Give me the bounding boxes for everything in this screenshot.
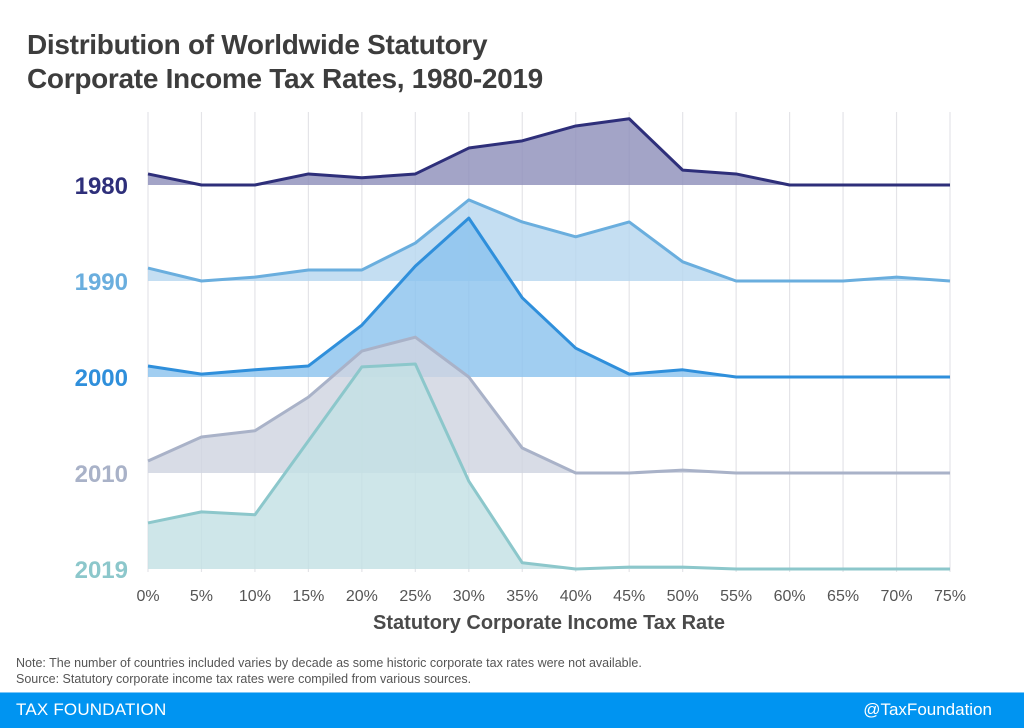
series-label-2019: 2019 [75, 557, 128, 584]
x-tick-label: 35% [506, 588, 538, 605]
series-label-1980: 1980 [75, 173, 128, 200]
x-tick-label: 40% [560, 588, 592, 605]
series-label-1990: 1990 [75, 269, 128, 296]
x-tick-label: 25% [399, 588, 431, 605]
x-tick-label: 55% [720, 588, 752, 605]
x-tick-label: 5% [190, 588, 213, 605]
series-label-2010: 2010 [75, 461, 128, 488]
series-labels: 1980 1990 2000 2010 2019 [75, 173, 128, 584]
ridge-area-1990 [148, 200, 950, 281]
notes: Note: The number of countries included v… [16, 655, 642, 687]
series-label-2000: 2000 [75, 365, 128, 392]
x-tick-label: 70% [881, 588, 913, 605]
x-tick-label: 45% [613, 588, 645, 605]
x-tick-label: 10% [239, 588, 271, 605]
x-tick-label: 15% [292, 588, 324, 605]
x-axis-ticks: 0% 5% 10% 15% 20% 25% 30% 35% 40% 45% 50% 55% 60% 65%… [136, 588, 966, 605]
x-tick-label: 60% [774, 588, 806, 605]
twitter-handle[interactable]: @TaxFoundation [863, 700, 992, 720]
x-tick-label: 30% [453, 588, 485, 605]
x-tick-label: 20% [346, 588, 378, 605]
note-text: Note: The number of countries included v… [16, 655, 642, 671]
x-tick-label: 50% [667, 588, 699, 605]
x-tick-label: 65% [827, 588, 859, 605]
x-axis-title: Statutory Corporate Income Tax Rate [148, 612, 950, 635]
ridgeline-chart: 0% 5% 10% 15% 20% 25% 30% 35% 40% 45% 50% 55% 60% 65%… [0, 0, 1024, 690]
ridges [148, 119, 950, 569]
ridge-area-1980 [148, 119, 950, 185]
brand-logo-text[interactable]: TAX FOUNDATION [16, 700, 166, 720]
ridge-1990 [148, 200, 950, 281]
footer-bar: TAX FOUNDATION @TaxFoundation [0, 692, 1024, 728]
x-tick-label: 75% [934, 588, 966, 605]
source-text: Source: Statutory corporate income tax r… [16, 671, 642, 687]
x-tick-label: 0% [136, 588, 159, 605]
ridge-1980 [148, 119, 950, 185]
